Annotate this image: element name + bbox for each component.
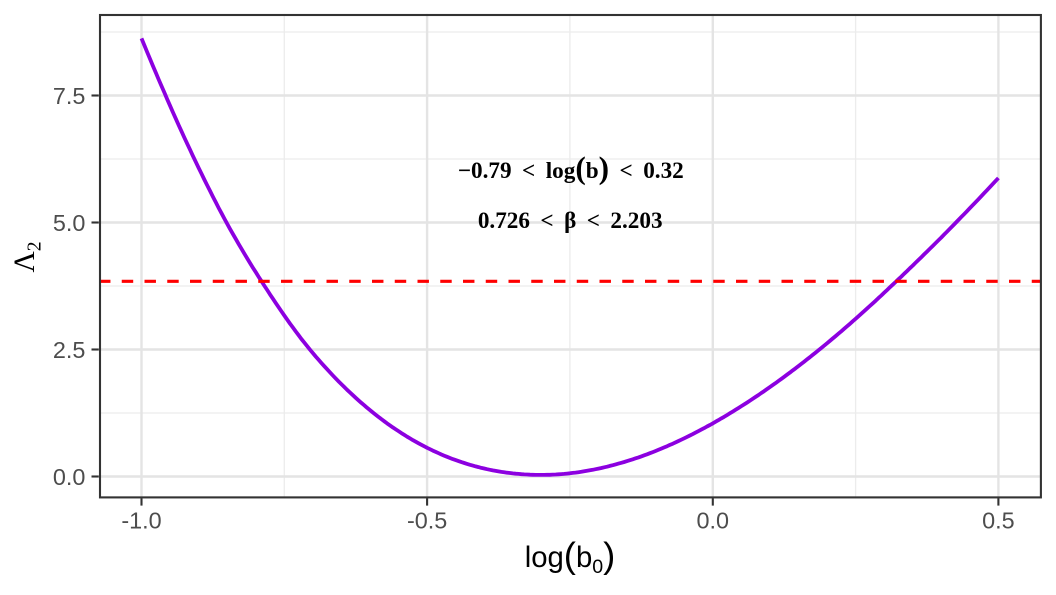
- svg-text:7.5: 7.5: [53, 83, 86, 109]
- svg-text:-1.0: -1.0: [121, 507, 161, 533]
- svg-text:0.0: 0.0: [697, 507, 730, 533]
- svg-text:0.5: 0.5: [982, 507, 1015, 533]
- svg-text:-0.5: -0.5: [407, 507, 447, 533]
- svg-text:5.0: 5.0: [53, 210, 86, 236]
- svg-text:0.726 < β < 2.203: 0.726 < β < 2.203: [478, 208, 663, 234]
- svg-text:0.0: 0.0: [53, 464, 86, 490]
- svg-text:2.5: 2.5: [53, 337, 86, 363]
